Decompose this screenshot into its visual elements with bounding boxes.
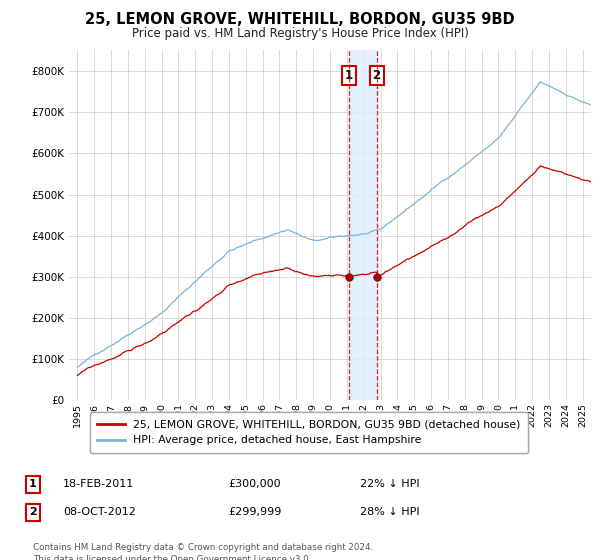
Text: £300,000: £300,000	[228, 479, 281, 489]
Text: 28% ↓ HPI: 28% ↓ HPI	[360, 507, 419, 517]
Text: 25, LEMON GROVE, WHITEHILL, BORDON, GU35 9BD: 25, LEMON GROVE, WHITEHILL, BORDON, GU35…	[85, 12, 515, 27]
Text: 22% ↓ HPI: 22% ↓ HPI	[360, 479, 419, 489]
Text: 1: 1	[345, 69, 353, 82]
Text: 08-OCT-2012: 08-OCT-2012	[63, 507, 136, 517]
Legend: 25, LEMON GROVE, WHITEHILL, BORDON, GU35 9BD (detached house), HPI: Average pric: 25, LEMON GROVE, WHITEHILL, BORDON, GU35…	[90, 412, 528, 453]
Text: 18-FEB-2011: 18-FEB-2011	[63, 479, 134, 489]
Text: 1: 1	[29, 479, 37, 489]
Text: Contains HM Land Registry data © Crown copyright and database right 2024.
This d: Contains HM Land Registry data © Crown c…	[33, 543, 373, 560]
Text: 2: 2	[373, 69, 381, 82]
Text: 2: 2	[29, 507, 37, 517]
Text: Price paid vs. HM Land Registry's House Price Index (HPI): Price paid vs. HM Land Registry's House …	[131, 27, 469, 40]
Text: £299,999: £299,999	[228, 507, 281, 517]
Bar	[349, 50, 377, 400]
